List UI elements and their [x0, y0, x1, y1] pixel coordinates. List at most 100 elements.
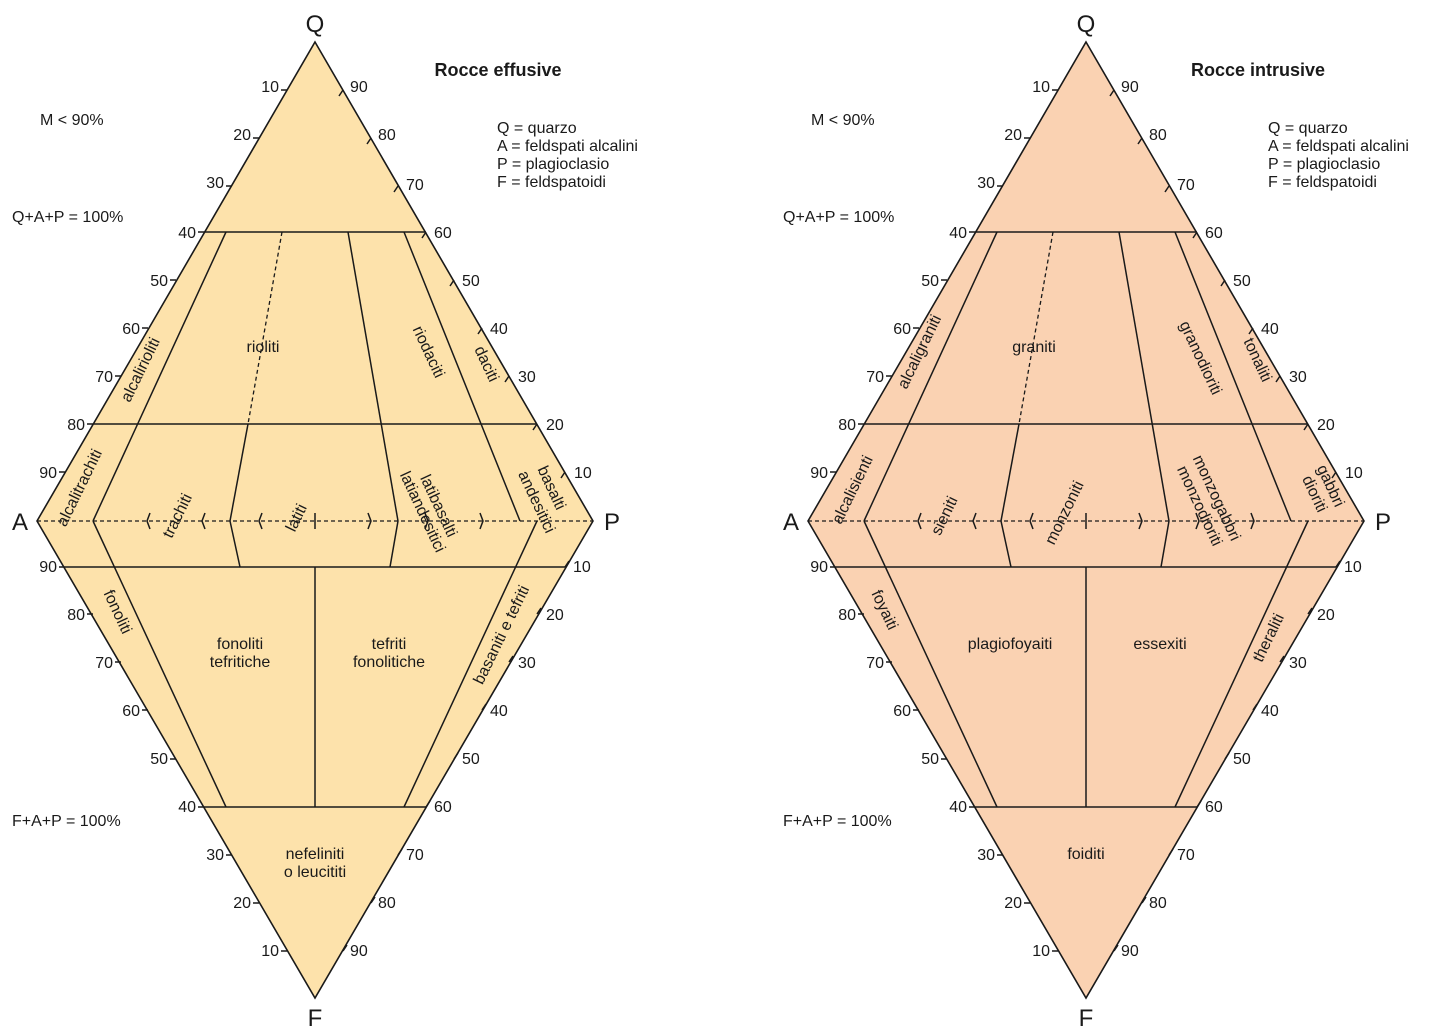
tick-label: 20 — [1317, 417, 1335, 434]
tick-label: 70 — [95, 655, 113, 672]
tick-label: 90 — [350, 79, 368, 96]
tick-label: 60 — [122, 703, 140, 720]
legend-left: Q = quarzo A = feldspati alcalini P = pl… — [497, 120, 638, 191]
tick-label: 60 — [1205, 225, 1223, 242]
tick-label: 50 — [150, 751, 168, 768]
legend-item: A = feldspati alcalini — [497, 138, 638, 155]
tick-label: 40 — [949, 225, 967, 242]
vertex-a-left: A — [12, 509, 28, 536]
vertex-q-left: Q — [306, 11, 325, 38]
tick-label: 40 — [490, 321, 508, 338]
vertex-f-left: F — [308, 1005, 323, 1029]
tick-label: 80 — [1149, 895, 1167, 912]
tick-label: 90 — [1121, 79, 1139, 96]
tick-label: 90 — [810, 465, 828, 482]
field-essexiti: essexiti — [1133, 636, 1186, 653]
tick-label: 10 — [1032, 943, 1050, 960]
tick-label: 10 — [261, 79, 279, 96]
tick-label: 60 — [434, 799, 452, 816]
legend-right: Q = quarzo A = feldspati alcalini P = pl… — [1268, 120, 1409, 191]
tick-label: 40 — [1261, 703, 1279, 720]
tick-label: 30 — [977, 847, 995, 864]
tick-label: 60 — [1205, 799, 1223, 816]
field-fonoliti-tefritiche-l1: fonoliti — [217, 636, 263, 653]
tick-label: 30 — [1289, 655, 1307, 672]
diagram-intrusive — [807, 40, 1365, 1000]
vertex-p-left: P — [604, 509, 620, 536]
tick-label: 10 — [574, 465, 592, 482]
tick-label: 80 — [838, 607, 856, 624]
tick-label: 10 — [261, 943, 279, 960]
field-rioliti: rioliti — [247, 339, 280, 356]
vertex-q-right: Q — [1077, 11, 1096, 38]
tick-label: 60 — [893, 703, 911, 720]
note-qap-right: Q+A+P = 100% — [783, 209, 894, 226]
diagram-title-left: Rocce effusive — [434, 60, 561, 80]
tick-label: 10 — [1344, 559, 1362, 576]
tick-label: 70 — [866, 655, 884, 672]
note-fap-left: F+A+P = 100% — [12, 813, 121, 830]
tick-label: 90 — [1121, 943, 1139, 960]
tick-label: 40 — [1261, 321, 1279, 338]
vertex-a-right: A — [783, 509, 799, 536]
tick-label: 50 — [462, 273, 480, 290]
legend-item: Q = quarzo — [497, 120, 577, 137]
tick-label: 30 — [518, 369, 536, 386]
tick-label: 20 — [1317, 607, 1335, 624]
tick-label: 20 — [1004, 895, 1022, 912]
tick-label: 10 — [1345, 465, 1363, 482]
field-fonoliti-tefritiche-l2: tefritiche — [210, 654, 271, 671]
legend-item: A = feldspati alcalini — [1268, 138, 1409, 155]
tick-label: 70 — [406, 847, 424, 864]
tick-label: 60 — [434, 225, 452, 242]
tick-label: 20 — [233, 127, 251, 144]
tick-label: 80 — [378, 895, 396, 912]
legend-item: F = feldspatoidi — [497, 174, 606, 191]
tick-label: 30 — [518, 655, 536, 672]
tick-label: 20 — [546, 417, 564, 434]
tick-label: 60 — [893, 321, 911, 338]
tick-label: 40 — [178, 799, 196, 816]
field-tefriti-fonolitiche-l1: tefriti — [372, 636, 407, 653]
field-tefriti-fonolitiche-l2: fonolitiche — [353, 654, 425, 671]
tick-label: 50 — [921, 751, 939, 768]
tick-label: 40 — [949, 799, 967, 816]
note-qap-left: Q+A+P = 100% — [12, 209, 123, 226]
tick-label: 50 — [462, 751, 480, 768]
tick-label: 70 — [95, 369, 113, 386]
note-m-right: M < 90% — [811, 112, 875, 129]
tick-labels-left: 10 20 30 40 50 60 70 80 90 90 80 70 60 5… — [39, 79, 592, 960]
vertex-p-right: P — [1375, 509, 1391, 536]
legend-item: P = plagioclasio — [1268, 156, 1380, 173]
tick-labels-right: 10 20 30 40 50 60 70 80 90 90 80 70 60 5… — [810, 79, 1363, 960]
field-foiditi: foiditi — [1067, 846, 1104, 863]
field-graniti: graniti — [1012, 339, 1056, 356]
tick-label: 60 — [122, 321, 140, 338]
tick-label: 90 — [39, 465, 57, 482]
tick-label: 80 — [67, 417, 85, 434]
tick-label: 20 — [546, 607, 564, 624]
tick-label: 70 — [1177, 177, 1195, 194]
tick-label: 10 — [1032, 79, 1050, 96]
tick-label: 30 — [206, 175, 224, 192]
legend-item: Q = quarzo — [1268, 120, 1348, 137]
tick-label: 10 — [573, 559, 591, 576]
tick-label: 70 — [866, 369, 884, 386]
field-nefeliniti-l2: o leucititi — [284, 864, 346, 881]
tick-label: 90 — [350, 943, 368, 960]
note-fap-right: F+A+P = 100% — [783, 813, 892, 830]
tick-label: 70 — [1177, 847, 1195, 864]
field-nefeliniti-l1: nefeliniti — [286, 846, 345, 863]
legend-item: P = plagioclasio — [497, 156, 609, 173]
tick-label: 30 — [977, 175, 995, 192]
diagram-effusive — [36, 40, 594, 1000]
tick-label: 80 — [67, 607, 85, 624]
tick-label: 20 — [233, 895, 251, 912]
tick-label: 50 — [1233, 273, 1251, 290]
legend-item: F = feldspatoidi — [1268, 174, 1377, 191]
diagram-title-right: Rocce intrusive — [1191, 60, 1325, 80]
vertex-f-right: F — [1079, 1005, 1094, 1029]
tick-label: 80 — [838, 417, 856, 434]
tick-label: 70 — [406, 177, 424, 194]
field-plagiofoyaiti: plagiofoyaiti — [968, 636, 1053, 653]
